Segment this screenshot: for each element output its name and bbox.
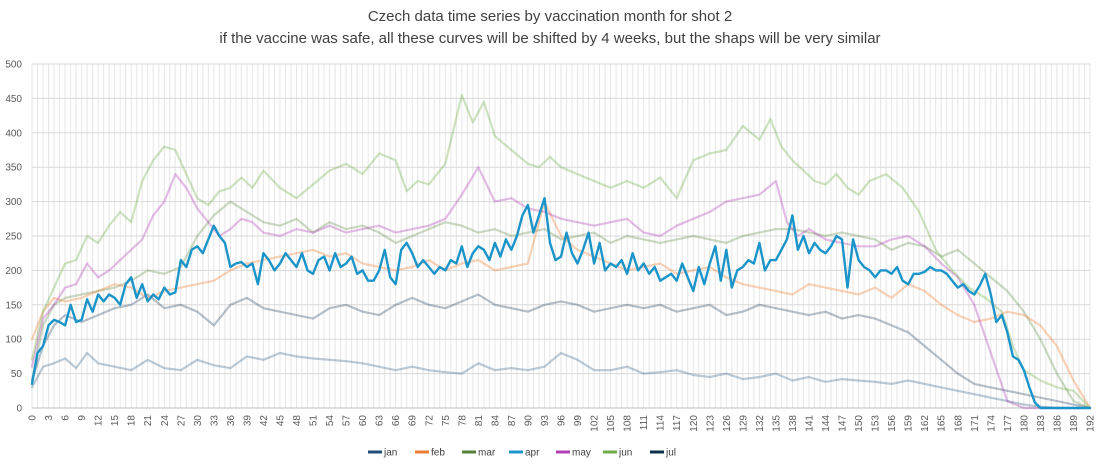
x-tick-label: 33	[209, 415, 220, 427]
x-tick-label: 39	[242, 415, 253, 427]
x-tick-label: 9	[77, 415, 88, 421]
x-tick-label: 15	[110, 415, 121, 427]
legend-label-apr: apr	[525, 448, 540, 459]
series-line-may	[30, 166, 1092, 410]
x-tick-label: 6	[61, 415, 72, 421]
series-line-jul	[30, 293, 1092, 410]
x-tick-label: 69	[408, 415, 419, 427]
y-tick-label: 350	[5, 163, 22, 174]
x-tick-label: 165	[937, 415, 948, 432]
x-tick-label: 0	[28, 415, 39, 421]
y-tick-label: 500	[5, 60, 22, 71]
x-tick-label: 126	[722, 415, 733, 432]
x-tick-label: 99	[573, 415, 584, 427]
x-tick-label: 141	[804, 415, 815, 432]
x-tick-label: 45	[275, 415, 286, 427]
x-tick-label: 105	[606, 415, 617, 432]
legend-label-mar: mar	[478, 448, 496, 459]
x-tick-label: 162	[920, 415, 931, 432]
series-line-feb	[30, 200, 1092, 410]
x-tick-label: 78	[457, 415, 468, 427]
series-line-mar	[30, 200, 1092, 410]
legend-label-jul: jul	[665, 448, 676, 459]
y-tick-label: 150	[5, 300, 22, 311]
x-tick-label: 177	[1003, 415, 1014, 432]
x-tick-label: 120	[689, 415, 700, 432]
x-tick-label: 159	[904, 415, 915, 432]
x-tick-label: 132	[755, 415, 766, 432]
y-tick-label: 50	[11, 369, 23, 380]
chart-titles: Czech data time series by vaccination mo…	[0, 6, 1100, 50]
x-tick-label: 111	[639, 415, 650, 431]
x-tick-label: 114	[656, 415, 667, 431]
x-tick-label: 147	[838, 415, 849, 432]
x-tick-label: 21	[143, 415, 154, 427]
y-tick-label: 100	[5, 335, 22, 346]
x-tick-label: 168	[953, 415, 964, 432]
series-line-jan	[30, 351, 1092, 410]
legend-label-jan: jan	[383, 448, 397, 459]
x-tick-label: 12	[94, 415, 105, 427]
x-tick-label: 144	[821, 415, 832, 432]
x-tick-label: 90	[523, 415, 534, 427]
x-tick-label: 30	[193, 415, 204, 427]
y-tick-label: 400	[5, 128, 22, 139]
y-tick-label: 300	[5, 197, 22, 208]
y-tick-label: 250	[5, 232, 22, 243]
x-tick-label: 174	[986, 415, 997, 432]
x-tick-label: 24	[160, 415, 171, 427]
x-tick-label: 93	[540, 415, 551, 427]
x-tick-label: 3	[44, 415, 55, 421]
x-tick-label: 192	[1086, 415, 1097, 432]
x-tick-label: 102	[590, 415, 601, 432]
x-tick-label: 51	[309, 415, 320, 427]
x-tick-label: 63	[375, 415, 386, 427]
x-tick-label: 180	[1019, 415, 1030, 432]
x-tick-label: 27	[176, 415, 187, 427]
x-tick-label: 138	[788, 415, 799, 432]
x-tick-label: 189	[1069, 415, 1080, 432]
x-tick-label: 96	[557, 415, 568, 427]
legend-label-feb: feb	[431, 448, 445, 459]
x-tick-label: 84	[490, 415, 501, 427]
chart-title: Czech data time series by vaccination mo…	[367, 8, 733, 25]
chart-subtitle: if the vaccine was safe, all these curve…	[219, 30, 881, 47]
x-tick-label: 186	[1052, 415, 1063, 432]
x-tick-label: 81	[474, 415, 485, 427]
x-tick-label: 36	[226, 415, 237, 427]
legend-label-may: may	[572, 448, 591, 459]
x-tick-label: 135	[771, 415, 782, 432]
x-tick-label: 54	[325, 415, 336, 427]
x-tick-label: 66	[391, 415, 402, 427]
legend-label-jun: jun	[618, 448, 632, 459]
y-tick-label: 0	[16, 404, 22, 415]
x-tick-label: 108	[623, 415, 634, 432]
x-tick-label: 150	[854, 415, 865, 432]
y-tick-label: 450	[5, 94, 22, 105]
x-tick-label: 48	[292, 415, 303, 427]
x-tick-label: 183	[1036, 415, 1047, 432]
series-line-apr	[30, 197, 1092, 410]
x-tick-label: 75	[441, 415, 452, 427]
x-tick-label: 123	[705, 415, 716, 432]
x-tick-label: 57	[342, 415, 353, 427]
x-tick-label: 129	[738, 415, 749, 432]
series-line-jun	[30, 93, 1092, 410]
x-tick-label: 117	[672, 415, 683, 431]
x-tick-label: 156	[887, 415, 898, 432]
x-tick-label: 42	[259, 415, 270, 427]
x-tick-label: 153	[871, 415, 882, 432]
x-tick-label: 87	[507, 415, 518, 427]
x-tick-label: 60	[358, 415, 369, 427]
x-tick-label: 171	[970, 415, 981, 432]
x-tick-label: 72	[424, 415, 435, 427]
x-tick-label: 18	[127, 415, 138, 427]
y-tick-label: 200	[5, 266, 22, 277]
